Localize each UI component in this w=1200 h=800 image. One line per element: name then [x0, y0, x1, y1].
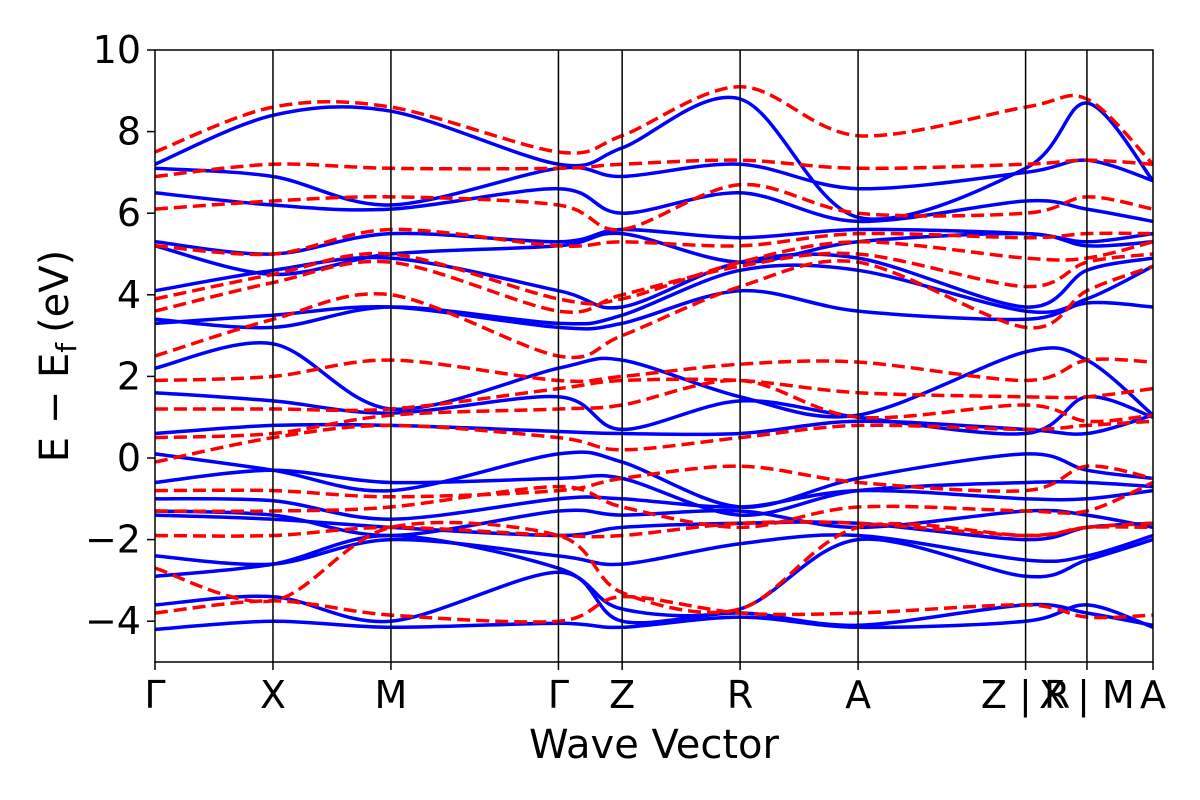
solid-band-line — [155, 450, 1153, 509]
y-axis-label-main: E − E — [32, 353, 78, 463]
solid-band-line — [155, 533, 1153, 618]
solid-band-line — [155, 95, 1153, 221]
y-axis-label: E − Ef (eV) — [32, 250, 83, 463]
dashed-band-line — [155, 464, 1153, 499]
solid-band-line — [155, 252, 1153, 310]
dashed-band-line — [155, 594, 1153, 624]
solid-band-line — [155, 513, 1153, 542]
x-tick-label: X — [260, 673, 286, 717]
x-tick-label: Γ — [548, 673, 569, 717]
solid-band-series — [155, 95, 1153, 632]
y-tick-label: 8 — [117, 110, 141, 154]
y-tick-label: 2 — [117, 354, 141, 398]
y-tick-label: 0 — [117, 436, 141, 480]
solid-band-line — [155, 186, 1153, 224]
solid-band-line — [155, 468, 1153, 517]
y-tick-label: −4 — [85, 599, 141, 643]
solid-band-line — [155, 158, 1153, 207]
solid-band-line — [155, 570, 1153, 628]
y-tick-label: 10 — [93, 28, 141, 72]
x-tick-label: M — [375, 673, 408, 717]
y-tick-label: 6 — [117, 191, 141, 235]
x-tick-label: Z — [609, 673, 635, 717]
dashed-band-line — [155, 378, 1153, 440]
solid-band-line — [155, 488, 1153, 521]
dashed-band-line — [155, 480, 1153, 530]
y-axis-label-subscript: f — [50, 342, 83, 353]
dashed-band-line — [155, 182, 1153, 232]
x-axis-label: Wave Vector — [529, 722, 780, 768]
solid-band-line — [155, 533, 1153, 567]
dashed-band-line — [155, 158, 1153, 179]
dashed-band-line — [155, 227, 1153, 257]
plot-frame — [154, 49, 1154, 663]
solid-band-line — [155, 227, 1153, 256]
y-axis-ticks: −4 −2 0 2 4 6 8 10 — [85, 28, 155, 643]
y-tick-label: −2 — [85, 518, 141, 562]
solid-band-line — [155, 341, 1153, 419]
solid-band-line — [155, 263, 1153, 330]
dashed-band-line — [155, 259, 1153, 360]
kpoint-divider-lines — [272, 50, 1088, 662]
dashed-band-line — [155, 251, 1153, 314]
x-tick-label: A — [1140, 673, 1166, 717]
bands-layer — [155, 84, 1153, 632]
dashed-band-line — [155, 240, 1153, 306]
dashed-band-series — [155, 84, 1153, 624]
x-tick-label: R — [727, 673, 753, 717]
x-tick-label: Z | R — [981, 673, 1070, 718]
dashed-band-line — [155, 377, 1153, 413]
y-axis-label-unit: (eV) — [32, 250, 78, 333]
solid-band-line — [155, 288, 1153, 331]
solid-band-line — [155, 603, 1153, 632]
x-tick-label: A — [845, 673, 871, 717]
y-tick-label: 4 — [117, 273, 141, 317]
dashed-band-line — [155, 84, 1153, 166]
x-tick-label: Γ — [144, 673, 165, 717]
dashed-band-line — [155, 419, 1153, 464]
x-tick-label: X | M — [1039, 673, 1135, 718]
dashed-band-line — [155, 357, 1153, 384]
